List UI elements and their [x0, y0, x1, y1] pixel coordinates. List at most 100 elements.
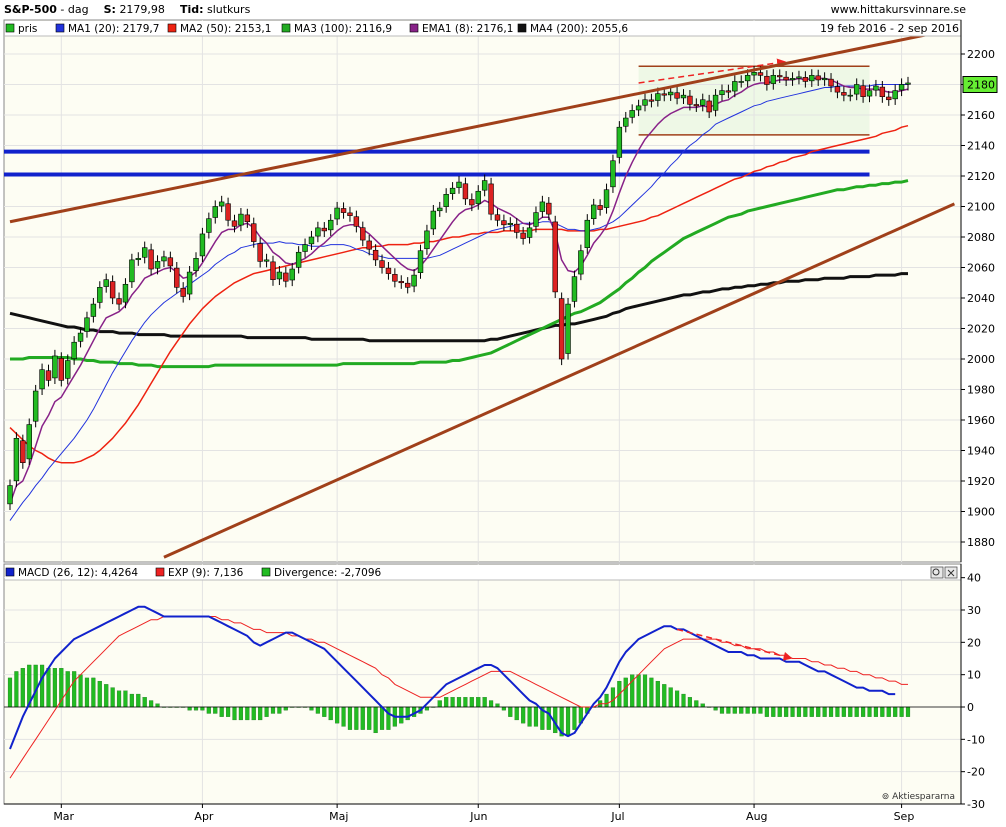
- candle: [629, 110, 635, 118]
- candle: [257, 243, 263, 262]
- divergence-bar: [732, 706, 737, 714]
- divergence-bar: [771, 706, 776, 717]
- divergence-bar: [662, 684, 667, 708]
- legend-entry: MA1 (20): 2179,7: [68, 23, 159, 35]
- candle: [642, 99, 648, 106]
- candle: [603, 189, 610, 208]
- divergence-bar: [322, 706, 327, 717]
- candle: [725, 90, 732, 93]
- divergence-bar: [238, 706, 243, 721]
- candle: [417, 250, 424, 273]
- candle: [719, 90, 725, 96]
- divergence-bar: [347, 706, 353, 730]
- divergence-bar: [7, 677, 13, 708]
- dashed-up-arrow: [638, 58, 787, 84]
- price-tick-label: 1980: [967, 384, 995, 397]
- legend-entry: EMA1 (8): 2176,1: [422, 23, 513, 35]
- candle: [231, 220, 238, 227]
- divergence-bar: [142, 697, 147, 708]
- candle: [199, 233, 206, 257]
- candle: [218, 201, 225, 207]
- candle: [558, 298, 565, 360]
- divergence-bar: [719, 706, 725, 714]
- divergence-bar: [116, 690, 122, 708]
- divergence-bar: [360, 706, 365, 730]
- candle: [687, 95, 693, 105]
- candle: [109, 281, 116, 299]
- candle: [424, 230, 430, 250]
- divergence-bar: [495, 703, 500, 708]
- candle: [732, 81, 738, 92]
- candle: [565, 303, 571, 354]
- divergence-bar: [450, 697, 455, 708]
- divergence-bar: [283, 706, 288, 711]
- divergence-bar: [399, 706, 404, 724]
- divergence-bar: [726, 706, 731, 714]
- candle: [186, 271, 193, 295]
- candle: [853, 84, 860, 95]
- candle: [809, 75, 815, 82]
- candle: [828, 78, 834, 87]
- candle: [700, 99, 706, 106]
- divergence-bar: [379, 706, 385, 730]
- candle: [26, 424, 32, 460]
- candle: [20, 440, 26, 463]
- month-label: Apr: [194, 810, 214, 823]
- month-label: Aug: [746, 810, 767, 823]
- candle: [905, 82, 911, 85]
- month-label: Sep: [894, 810, 915, 823]
- candle: [161, 256, 167, 262]
- divergence-bar: [136, 693, 141, 708]
- lower-trend: [163, 202, 956, 559]
- candle: [411, 274, 417, 287]
- price-tick-label: 2080: [967, 231, 995, 244]
- candle: [154, 261, 161, 269]
- candle: [32, 390, 39, 422]
- divergence-bar: [193, 706, 199, 711]
- date-range: 19 feb 2016 - 2 sep 2016: [820, 22, 959, 35]
- site-url[interactable]: www.hittakursvinnare.se: [830, 3, 966, 16]
- divergence-bar: [694, 700, 699, 708]
- divergence-bar: [367, 706, 372, 730]
- price-plot: [4, 58, 911, 521]
- candle: [655, 93, 661, 101]
- zoom-icon[interactable]: [930, 566, 944, 579]
- candle: [404, 282, 411, 288]
- candle: [834, 86, 841, 93]
- candle: [847, 94, 853, 97]
- candle: [597, 205, 603, 210]
- macd-panel: [3, 563, 962, 805]
- macd-tick-label: -30: [967, 798, 985, 811]
- candle: [283, 272, 289, 282]
- divergence-bar: [277, 706, 282, 714]
- divergence-bar: [713, 706, 718, 711]
- divergence-bar: [155, 703, 160, 708]
- candle: [212, 206, 218, 218]
- candle: [841, 92, 847, 96]
- candle: [494, 214, 501, 221]
- candle: [116, 298, 122, 305]
- divergence-bar: [527, 706, 532, 727]
- macd-tick-label: -20: [967, 766, 985, 779]
- legend-swatch: [55, 23, 65, 33]
- divergence-bar: [610, 687, 616, 708]
- macd-line: [9, 605, 896, 750]
- interval-sep: -: [60, 3, 68, 16]
- candle: [751, 72, 757, 76]
- candle: [802, 77, 809, 82]
- candle: [860, 85, 866, 98]
- price-legend-bg: [5, 21, 960, 36]
- candle: [315, 227, 321, 237]
- divergence-bar: [315, 706, 320, 714]
- divergence-bar: [104, 684, 109, 708]
- time-value: slutkurs: [206, 3, 251, 16]
- candle: [167, 257, 174, 267]
- candle: [475, 190, 481, 204]
- candle: [206, 218, 212, 233]
- candle: [122, 283, 129, 303]
- divergence-bar: [514, 706, 519, 721]
- divergence-bar: [20, 668, 25, 708]
- last-price-box: [962, 76, 998, 93]
- candle: [392, 274, 398, 282]
